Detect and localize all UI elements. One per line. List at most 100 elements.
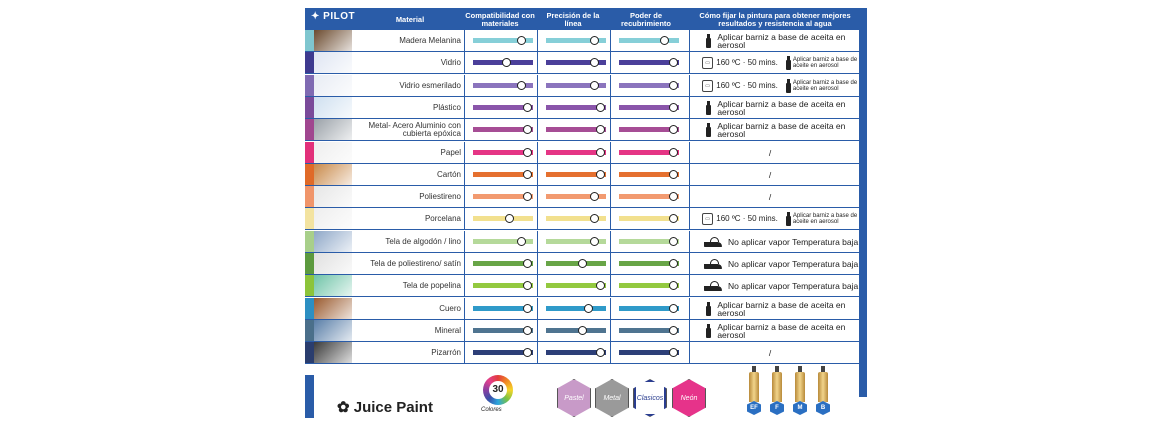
fixing-tip: /	[700, 343, 862, 363]
nib-label: EF	[750, 405, 758, 411]
compat-bar	[473, 238, 533, 244]
compat-knob	[501, 58, 511, 68]
compat-knob	[516, 36, 526, 45]
column-divider	[689, 30, 690, 51]
badge-label: Neón	[680, 394, 698, 402]
cover-bar	[619, 60, 679, 66]
column-divider	[610, 74, 611, 96]
material-photo	[314, 297, 352, 319]
fixing-tip: Aplicar barniz a base de aceita en aeros…	[700, 321, 862, 341]
precision-bar	[546, 238, 606, 244]
color-swatch	[305, 119, 314, 141]
compat-knob	[522, 303, 532, 313]
cover-knob	[668, 125, 678, 135]
color-swatch	[305, 297, 314, 319]
column-divider	[464, 208, 465, 230]
column-divider	[537, 275, 538, 297]
table-row: Tela de poliestireno/ satín No aplicar va…	[305, 253, 867, 275]
material-photo	[314, 96, 352, 118]
column-divider	[537, 230, 538, 252]
compat-knob	[522, 281, 532, 291]
material-photo	[314, 275, 352, 297]
cover-knob	[668, 303, 678, 313]
column-divider	[610, 119, 611, 141]
material-label: Madera Melanina	[399, 36, 461, 45]
fixing-tip: No aplicar vapor Temperatura baja	[700, 276, 862, 296]
compat-knob	[522, 147, 532, 157]
cover-knob	[668, 348, 678, 358]
juice-paint-logo: ✿ Juice Paint	[337, 398, 433, 416]
column-divider	[464, 119, 465, 141]
material-label: Porcelana	[424, 214, 461, 224]
chart-board: ✦ PILOT Material Compatibilidad con mate…	[305, 8, 867, 418]
tip-text: No aplicar vapor Temperatura baja	[728, 259, 859, 269]
header-bar: ✦ PILOT Material Compatibilidad con mate…	[305, 8, 867, 30]
cover-bar	[619, 194, 679, 200]
column-divider	[537, 119, 538, 141]
compat-bar	[473, 127, 533, 133]
cover-knob	[668, 281, 678, 291]
precision-knob	[595, 147, 605, 157]
column-divider	[689, 186, 690, 208]
column-divider	[537, 30, 538, 51]
column-divider	[689, 230, 690, 252]
material-label: Tela de poliestireno/ satín	[370, 259, 461, 268]
precision-bar	[546, 60, 606, 66]
nib-size-badge: B	[816, 401, 830, 415]
column-divider	[689, 52, 690, 74]
color-swatch	[305, 319, 314, 341]
oven-text: 160 ºC · 50 mins.	[716, 58, 778, 68]
material-label: Poliestireno	[419, 192, 461, 202]
nib-label: B	[820, 405, 826, 411]
compat-knob	[522, 259, 532, 268]
column-divider	[537, 342, 538, 364]
spray-can-icon	[704, 123, 712, 138]
precision-knob	[589, 192, 599, 202]
precision-knob	[589, 236, 599, 246]
spray-can-icon	[784, 212, 791, 227]
badge-label: Pastel	[564, 394, 584, 402]
cover-bar	[619, 38, 679, 43]
column-divider	[610, 96, 611, 118]
table-row: Plástico Aplicar barniz a base de aceita …	[305, 96, 867, 119]
material-photo	[314, 74, 352, 96]
compat-bar	[473, 261, 533, 266]
color-swatch	[305, 74, 314, 96]
compat-knob	[522, 325, 532, 335]
cover-bar	[619, 238, 679, 244]
table-row: Cartón /	[305, 163, 867, 186]
table-row: Cuero Aplicar barniz a base de aceita en …	[305, 297, 867, 320]
table-row: Tela de popelina No aplicar vapor Tempera…	[305, 275, 867, 298]
badge-label: Clasicos	[636, 394, 664, 402]
table-row: Metal- Acero Aluminio con cubierta epóxi…	[305, 119, 867, 142]
precision-bar	[546, 194, 606, 200]
column-divider	[610, 208, 611, 230]
column-divider	[689, 342, 690, 364]
column-divider	[610, 342, 611, 364]
tip-text: Aplicar barniz a base de aceita en aeros…	[717, 98, 846, 117]
fixing-tip: Aplicar barniz a base de aceita en aeros…	[700, 98, 862, 118]
nib-label: M	[797, 405, 803, 411]
cover-knob	[668, 236, 678, 246]
fixing-tip: ▭ 160 ºC · 50 mins. Aplicar barniz a base …	[700, 53, 862, 73]
material-label: Tela de popelina	[402, 281, 461, 291]
column-divider	[537, 253, 538, 274]
tip-text: /	[768, 169, 772, 180]
spray-can-icon	[784, 56, 791, 71]
fixing-tip: ▭ 160 ºC · 50 mins. Aplicar barniz a base …	[700, 76, 862, 96]
column-divider	[464, 163, 465, 185]
column-divider	[537, 297, 538, 319]
tip-text: Aplicar barniz a base de aceita en aeros…	[717, 121, 846, 140]
compat-bar	[473, 216, 533, 222]
compat-bar	[473, 283, 533, 289]
precision-knob	[589, 58, 599, 68]
column-divider	[610, 163, 611, 185]
marker-pen-icon	[749, 366, 759, 402]
cover-bar	[619, 216, 679, 222]
precision-bar	[546, 283, 606, 289]
cover-bar	[619, 82, 679, 88]
precision-knob	[595, 281, 605, 291]
tip-text: Aplicar barniz a base de aceita en aeros…	[717, 321, 846, 340]
spray-can-icon	[784, 78, 791, 93]
table-row: Mineral Aplicar barniz a base de aceita e…	[305, 319, 867, 342]
